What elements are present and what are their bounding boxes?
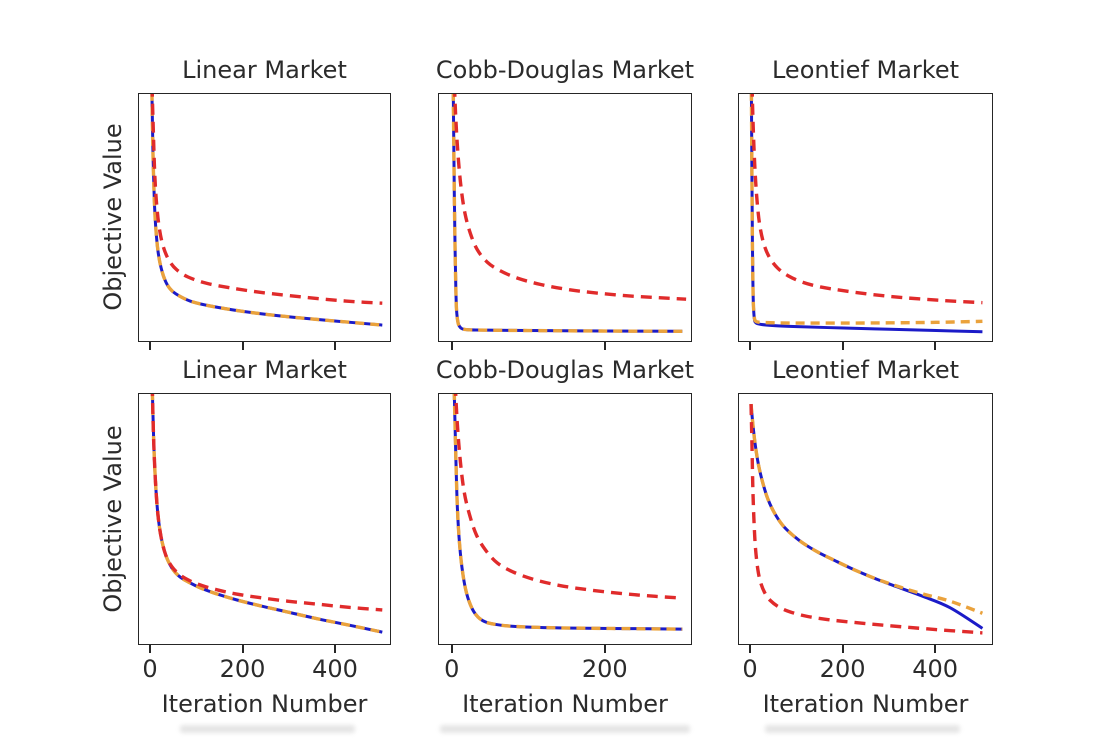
cropped-next-row-remnant xyxy=(765,725,960,733)
x-tick-label: 200 xyxy=(219,655,266,683)
x-tick-mark xyxy=(603,645,606,653)
y-axis-label-row2: Objective Value xyxy=(99,425,127,613)
series-blue-solid xyxy=(749,403,984,630)
series-orange-dashed xyxy=(451,94,683,333)
series-orange-dashed xyxy=(749,94,983,325)
plot-title: Linear Market xyxy=(182,356,347,384)
x-tick-label: 400 xyxy=(912,655,959,683)
series-orange-dashed xyxy=(150,94,383,327)
series-orange-dashed xyxy=(150,394,383,634)
series-red-dashed xyxy=(453,394,683,600)
x-tick-label: 0 xyxy=(444,655,460,683)
plot-area xyxy=(138,393,391,645)
plot-svg xyxy=(150,394,383,634)
subplot-bottom-leontief-market: Leontief Market Iteration Number 0 200 400 xyxy=(738,356,993,718)
x-axis-label: Iteration Number xyxy=(762,690,969,718)
x-tick-mark xyxy=(241,645,244,653)
x-tick-mark xyxy=(334,645,337,653)
x-axis-label: Iteration Number xyxy=(161,690,368,718)
x-tick-label: 200 xyxy=(581,655,628,683)
x-tick-mark xyxy=(450,645,453,653)
x-tick-label: 0 xyxy=(742,655,758,683)
plot-svg xyxy=(749,403,984,635)
subplot-top-cobb-douglas-market: Cobb-Douglas Market xyxy=(436,56,694,350)
series-red-dashed xyxy=(453,94,687,301)
x-tick-mark xyxy=(334,342,337,350)
series-red-dashed xyxy=(749,404,983,635)
plot-area xyxy=(438,393,692,645)
x-tick-mark xyxy=(149,342,152,350)
x-tick-label: 400 xyxy=(312,655,358,683)
series-orange-dashed xyxy=(749,403,984,615)
x-tick-mark xyxy=(934,342,937,350)
x-tick-mark xyxy=(241,342,244,350)
plot-area xyxy=(738,393,993,645)
plot-title: Cobb-Douglas Market xyxy=(435,56,695,84)
series-blue-solid xyxy=(749,94,983,334)
plot-area xyxy=(738,93,993,342)
x-tick-label: 0 xyxy=(142,655,158,683)
plot-area xyxy=(138,93,391,342)
x-tick-mark xyxy=(450,342,453,350)
cropped-next-row-remnant xyxy=(440,725,690,733)
x-tick-mark xyxy=(603,342,606,350)
x-tick-mark xyxy=(749,645,752,653)
x-tick-mark xyxy=(841,645,844,653)
plot-title: Leontief Market xyxy=(771,56,960,84)
x-axis-label: Iteration Number xyxy=(462,690,668,718)
plot-area xyxy=(438,93,692,342)
subplot-bottom-cobb-douglas-market: Cobb-Douglas Market Iteration Number 0 20… xyxy=(436,356,694,718)
plot-svg xyxy=(451,94,687,333)
subplot-top-leontief-market: Leontief Market xyxy=(738,56,993,350)
plot-svg xyxy=(452,394,683,631)
plot-title: Cobb-Douglas Market xyxy=(435,356,695,384)
series-blue-solid xyxy=(150,94,383,327)
series-red-dashed xyxy=(150,94,383,305)
series-orange-dashed xyxy=(452,394,683,631)
x-tick-mark xyxy=(841,342,844,350)
plot-svg xyxy=(150,94,383,327)
subplot-top-linear-market: Linear Market xyxy=(138,56,391,350)
x-tick-label: 200 xyxy=(819,655,866,683)
plot-title: Linear Market xyxy=(182,56,347,84)
subplot-bottom-linear-market: Linear Market Iteration Number 0 200 400 xyxy=(138,356,391,718)
plot-title: Leontief Market xyxy=(771,356,960,384)
cropped-next-row-remnant xyxy=(180,725,355,733)
series-blue-solid xyxy=(150,394,383,634)
series-blue-solid xyxy=(452,394,683,631)
x-tick-mark xyxy=(749,342,752,350)
y-axis-label-row1: Objective Value xyxy=(99,123,127,311)
series-red-dashed xyxy=(750,94,983,305)
plot-svg xyxy=(749,94,983,334)
series-red-dashed xyxy=(150,394,383,612)
x-tick-mark xyxy=(149,645,152,653)
x-tick-mark xyxy=(934,645,937,653)
